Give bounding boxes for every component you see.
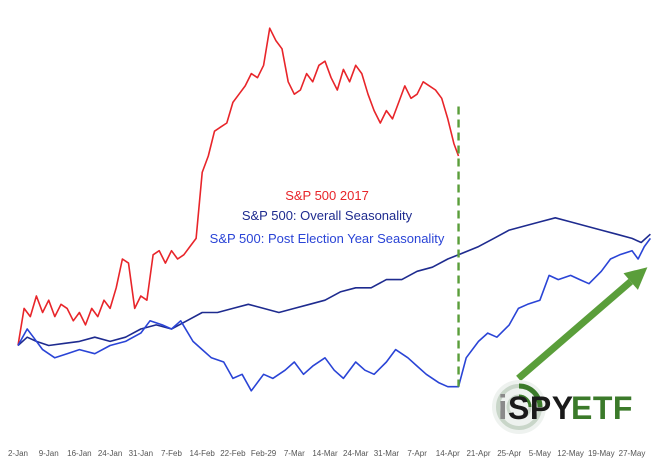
legend-entry-2: S&P 500: Post Election Year Seasonality: [210, 231, 445, 246]
legend-entry-1: S&P 500: Overall Seasonality: [242, 208, 413, 223]
x-tick-label: 5-May: [529, 449, 551, 458]
ispyetf-logo: i SPY ETF: [492, 380, 633, 434]
x-tick-label: 14-Mar: [312, 449, 338, 458]
x-tick-label: 21-Apr: [466, 449, 490, 458]
trend-arrow-head-icon: [623, 267, 648, 290]
series-layer: [17, 27, 651, 392]
x-tick-label: 7-Mar: [284, 449, 305, 458]
x-tick-label: 12-May: [557, 449, 584, 458]
x-tick-label: 22-Feb: [220, 449, 246, 458]
x-axis: 2-Jan 9-Jan 16-Jan 24-Jan 31-Jan 7-Feb 14-Feb 2…: [8, 449, 645, 458]
series-line-2: [17, 237, 651, 392]
x-tick-label: 25-Apr: [497, 449, 521, 458]
logo-etf: ETF: [571, 390, 633, 426]
x-tick-label: 14-Feb: [190, 449, 216, 458]
series-line-0: [17, 27, 460, 346]
logo-spy: SPY: [508, 390, 574, 426]
x-tick-label: 2-Jan: [8, 449, 28, 458]
x-tick-label: 31-Jan: [129, 449, 153, 458]
x-tick-label: 31-Mar: [374, 449, 400, 458]
legend-entry-0: S&P 500 2017: [285, 188, 369, 203]
x-tick-label: 27-May: [619, 449, 646, 458]
x-tick-label: 24-Jan: [98, 449, 122, 458]
x-tick-label: 16-Jan: [67, 449, 91, 458]
trend-arrow-shaft: [516, 278, 633, 382]
x-tick-label: 7-Apr: [407, 449, 427, 458]
x-tick-label: Feb-29: [251, 449, 277, 458]
logo-emblem-icon: [492, 380, 546, 434]
x-tick-label: 7-Feb: [161, 449, 182, 458]
x-tick-label: 24-Mar: [343, 449, 369, 458]
x-tick-label: 14-Apr: [436, 449, 460, 458]
series-line-1: [17, 217, 651, 347]
x-tick-label: 19-May: [588, 449, 615, 458]
legend: S&P 500 2017 S&P 500: Overall Seasonality…: [210, 188, 445, 246]
logo-i: i: [498, 389, 507, 427]
annotation-layer: [457, 106, 648, 387]
x-tick-label: 9-Jan: [39, 449, 59, 458]
